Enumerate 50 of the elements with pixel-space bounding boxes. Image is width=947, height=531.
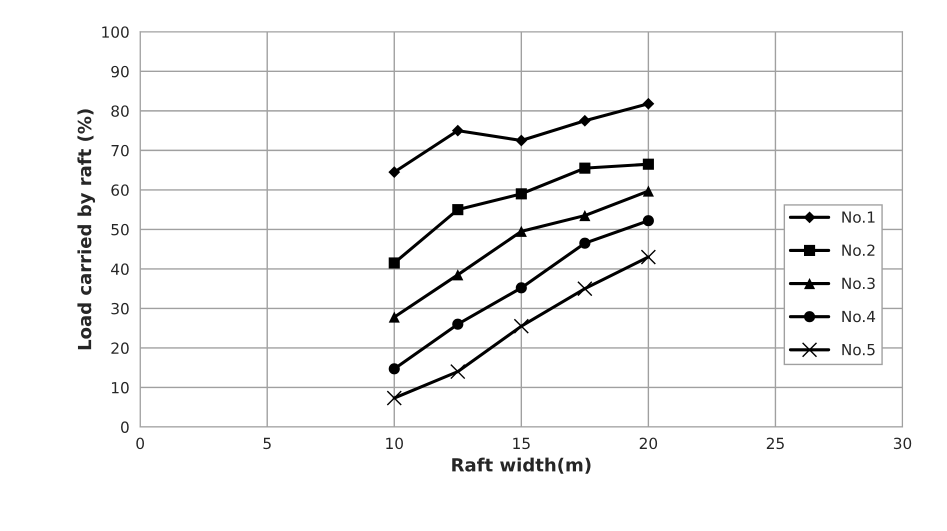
point [579,210,590,222]
point [388,363,400,374]
point [642,186,654,197]
point [577,281,592,296]
x-tick-label: 15 [513,438,530,450]
point [516,188,527,200]
x-tick-label: 10 [386,438,403,450]
point [515,134,528,146]
x-tick-label: 20 [640,438,658,450]
point [640,249,656,265]
point [452,204,464,216]
legend-label: No.2 [842,244,874,256]
point [388,257,400,269]
point [642,215,654,226]
x-tick-label: 0 [136,438,144,450]
point [579,162,590,174]
legend-label: No.4 [842,310,876,322]
y-tick-label: 90 [111,66,129,78]
y-tick-label: 40 [111,263,129,275]
y-tick-label: 80 [111,105,129,117]
y-tick-label: 0 [121,421,129,433]
legend-label: No.5 [842,344,875,356]
legend-label: No.3 [842,278,875,290]
y-tick-label: 20 [111,342,129,354]
y-tick-label: 60 [111,184,129,196]
point [450,364,466,380]
point [452,318,464,330]
point [516,226,527,237]
x-tick-label: 25 [766,438,784,450]
y-tick-label: 10 [112,382,129,394]
point [388,312,400,323]
y-tick-label: 70 [112,144,129,156]
legend-label: No.1 [842,212,875,223]
point [578,114,591,127]
point [452,269,464,280]
point [642,158,654,170]
point [514,318,529,334]
x-tick-label: 30 [894,438,912,450]
x-tick-label: 5 [264,438,271,450]
point [388,166,400,178]
x-axis-title: Raft width(m) [452,458,590,474]
y-tick-label: 50 [111,224,129,236]
y-axis-title: Load carried by raft (%) [77,109,96,350]
point [642,98,654,110]
point [516,282,527,294]
point [452,124,464,137]
point [386,390,402,406]
point [579,238,590,249]
y-tick-label: 100 [102,26,129,38]
y-tick-label: 30 [111,302,129,314]
